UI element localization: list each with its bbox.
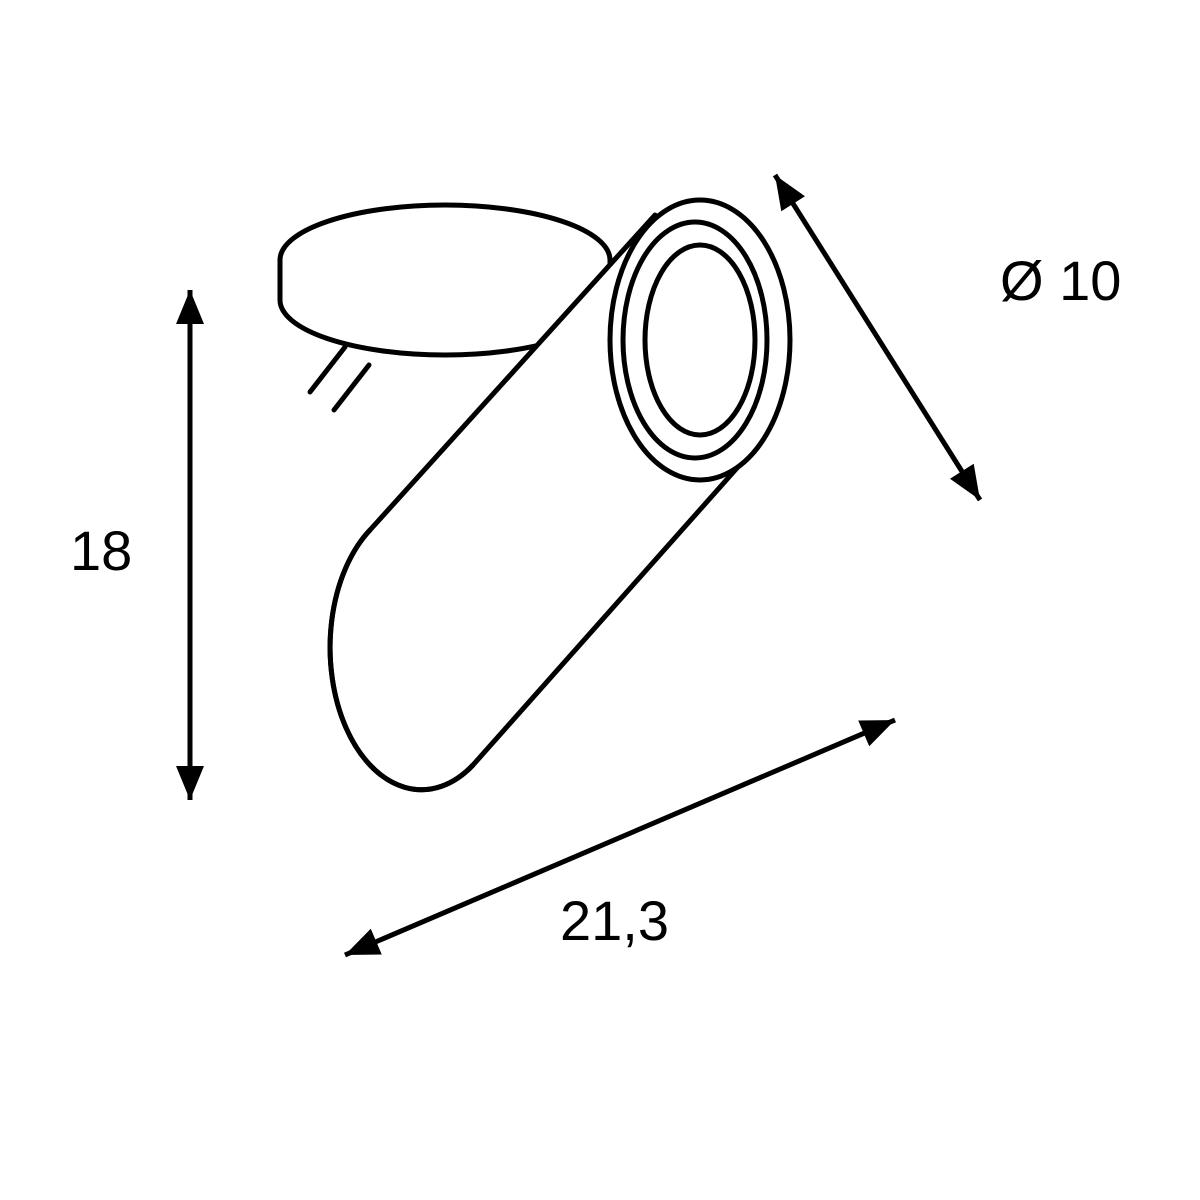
dimension-diagram: 18 21,3 Ø 10 xyxy=(0,0,1200,1200)
label-length: 21,3 xyxy=(560,889,669,952)
label-height: 18 xyxy=(70,519,132,582)
label-diameter: Ø 10 xyxy=(1000,249,1121,312)
